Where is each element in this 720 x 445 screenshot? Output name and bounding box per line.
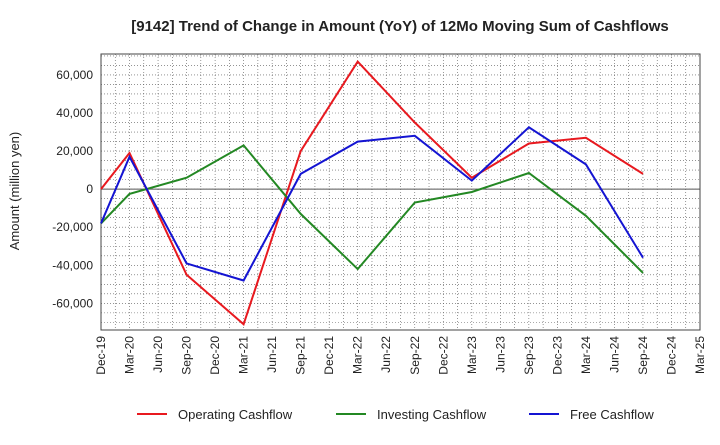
series-line	[100, 59, 644, 327]
series-lines	[100, 59, 644, 327]
x-tick-label: Jun-23	[493, 336, 507, 373]
x-tick-label: Dec-23	[550, 336, 564, 375]
x-tick-label: Mar-21	[237, 336, 251, 374]
y-axis-label: Amount (million yen)	[7, 132, 22, 251]
x-tick-label: Dec-20	[208, 336, 222, 375]
y-tick-label: 60,000	[56, 68, 93, 82]
x-tick-label: Mar-22	[351, 336, 365, 374]
x-tick-label: Jun-20	[151, 336, 165, 373]
x-tick-label: Sep-20	[180, 336, 194, 375]
series-line	[100, 144, 644, 274]
x-tick-label: Dec-22	[436, 336, 450, 375]
x-tick-label: Sep-23	[522, 336, 536, 375]
x-tick-label: Mar-24	[579, 336, 593, 374]
x-tick-label: Sep-21	[294, 336, 308, 375]
plot-frame	[100, 53, 701, 331]
y-tick-label: -20,000	[52, 220, 93, 234]
x-tick-label: Jun-24	[607, 336, 621, 373]
y-tick-label: 0	[86, 182, 93, 196]
series-line	[100, 126, 644, 282]
plot-border	[100, 53, 701, 331]
chart-title: [9142] Trend of Change in Amount (YoY) o…	[131, 18, 669, 35]
x-tick-label: Dec-19	[94, 336, 108, 375]
x-tick-label: Mar-20	[123, 336, 137, 374]
x-tick-label: Sep-22	[408, 336, 422, 375]
grid	[100, 54, 701, 330]
x-tick-label: Jun-21	[265, 336, 279, 373]
x-tick-label: Mar-23	[465, 336, 479, 374]
y-tick-label: -40,000	[52, 258, 93, 272]
x-tick-label: Mar-25	[693, 336, 707, 374]
x-tick-label: Dec-24	[664, 336, 678, 375]
y-tick-label: -60,000	[52, 296, 93, 310]
x-tick-label: Dec-21	[322, 336, 336, 375]
x-tick-label: Jun-22	[379, 336, 393, 373]
y-tick-label: 40,000	[56, 106, 93, 120]
legend-label: Operating Cashflow	[178, 407, 293, 422]
x-axis-ticks: Dec-19 Mar-20 Jun-20 Sep-20 Dec-20 Mar-21 Jun-…	[94, 336, 707, 375]
legend: Operating Cashflow Investing Cashflow Free…	[137, 407, 654, 422]
x-tick-label: Sep-24	[636, 336, 650, 375]
legend-label: Investing Cashflow	[377, 407, 487, 422]
y-axis-ticks: 60,000 40,000 20,000 0 -20,000 -40,000 -60,000	[52, 68, 93, 310]
legend-label: Free Cashflow	[570, 407, 654, 422]
y-tick-label: 20,000	[56, 144, 93, 158]
